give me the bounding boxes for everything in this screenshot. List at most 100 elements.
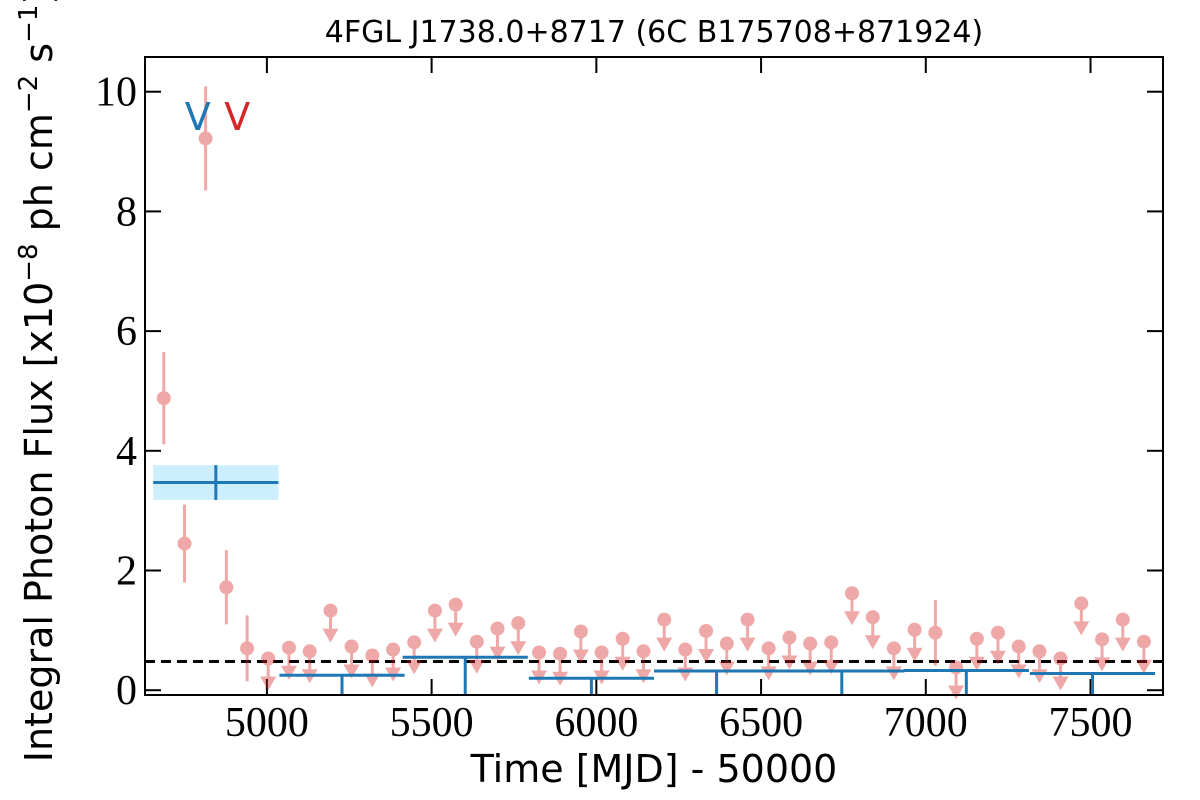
upper-limit-head	[989, 650, 1006, 665]
point	[1074, 596, 1089, 611]
y-tick-label: 10	[95, 70, 137, 116]
data-point	[1073, 596, 1090, 636]
upper-limit-head	[468, 659, 485, 674]
upper-limit-head	[698, 648, 715, 663]
upper-limit-head	[280, 665, 297, 680]
y-tick-label: 0	[116, 668, 137, 714]
data-point	[1135, 634, 1152, 674]
point	[719, 636, 734, 651]
point	[365, 648, 380, 663]
upper-limit-head	[843, 611, 860, 626]
data-point	[1052, 651, 1069, 691]
data-point	[781, 630, 798, 670]
point	[782, 630, 797, 645]
data-point	[698, 623, 715, 663]
data-point	[240, 615, 255, 682]
point	[886, 641, 901, 656]
upper-limit-head	[364, 673, 381, 688]
data-point	[1114, 612, 1131, 652]
data-point	[280, 640, 297, 680]
point	[281, 640, 296, 655]
data-point	[989, 625, 1006, 665]
data-point	[1094, 632, 1111, 672]
upper-limit-head	[572, 649, 589, 664]
data-point	[177, 504, 192, 583]
data-point	[322, 603, 339, 643]
point	[427, 603, 442, 618]
upper-limit-head	[968, 656, 985, 671]
upper-limit-head	[781, 655, 798, 670]
point	[1115, 612, 1130, 627]
y-axis-label-part: −2	[14, 75, 44, 113]
data-point	[552, 646, 569, 686]
point	[699, 623, 714, 638]
point	[1032, 644, 1047, 659]
data-point	[219, 550, 234, 625]
data-point	[468, 634, 485, 674]
y-tick-label: 6	[116, 309, 137, 355]
point	[969, 631, 984, 646]
upper-limit-head	[760, 666, 777, 681]
data-point	[656, 612, 673, 652]
annotation: V	[224, 95, 250, 139]
point	[240, 641, 255, 656]
upper-limit-head	[1114, 637, 1131, 652]
upper-limit-head	[447, 622, 464, 637]
x-tick-label: 6500	[719, 700, 803, 746]
point	[344, 639, 359, 654]
upper-limit-head	[1094, 657, 1111, 672]
data-point	[906, 622, 923, 662]
data-point	[385, 642, 402, 682]
data-point	[510, 616, 527, 656]
point	[177, 536, 192, 551]
point	[678, 642, 693, 657]
upper-limit-head	[260, 676, 277, 691]
data-point	[447, 597, 464, 637]
y-axis-label-part: Integral Photon Flux [x10	[17, 282, 61, 763]
data-point	[426, 603, 443, 643]
data-point	[343, 639, 360, 679]
data-point	[198, 86, 213, 191]
y-tick-label: 8	[116, 189, 137, 235]
data-point	[156, 352, 171, 445]
data-point	[260, 651, 277, 691]
point	[594, 645, 609, 660]
data-point	[301, 644, 318, 684]
point	[573, 624, 588, 639]
chart-title: 4FGL J1738.0+8717 (6C B175708+871924)	[325, 15, 983, 50]
point	[657, 612, 672, 627]
annotation: V	[185, 95, 211, 139]
point	[636, 644, 651, 659]
y-axis-label-part: s	[17, 43, 61, 75]
upper-limit-head	[406, 660, 423, 675]
upper-limit-head	[823, 660, 840, 675]
point	[553, 646, 568, 661]
upper-limit-head	[656, 637, 673, 652]
point	[844, 586, 859, 601]
point	[469, 634, 484, 649]
point	[532, 645, 547, 660]
y-axis-label-part: −8	[14, 243, 44, 281]
point	[907, 622, 922, 637]
point	[990, 625, 1005, 640]
y-axis-label-part: ph cm	[17, 113, 61, 243]
point	[407, 635, 422, 650]
data-point	[739, 612, 756, 652]
point	[1095, 632, 1110, 647]
data-point	[489, 621, 506, 661]
point	[156, 391, 171, 406]
x-tick-label: 6000	[554, 700, 638, 746]
point	[803, 636, 818, 651]
upper-limit-head	[343, 664, 360, 679]
point	[490, 621, 505, 636]
upper-limit-head	[1135, 659, 1152, 674]
upper-limit-head	[322, 628, 339, 643]
point	[865, 610, 880, 625]
upper-limit-head	[1052, 676, 1069, 691]
upper-limit-head	[614, 656, 631, 671]
upper-limit-head	[885, 666, 902, 681]
upper-limit-head	[426, 628, 443, 643]
point	[302, 644, 317, 659]
upper-limit-head	[864, 635, 881, 650]
